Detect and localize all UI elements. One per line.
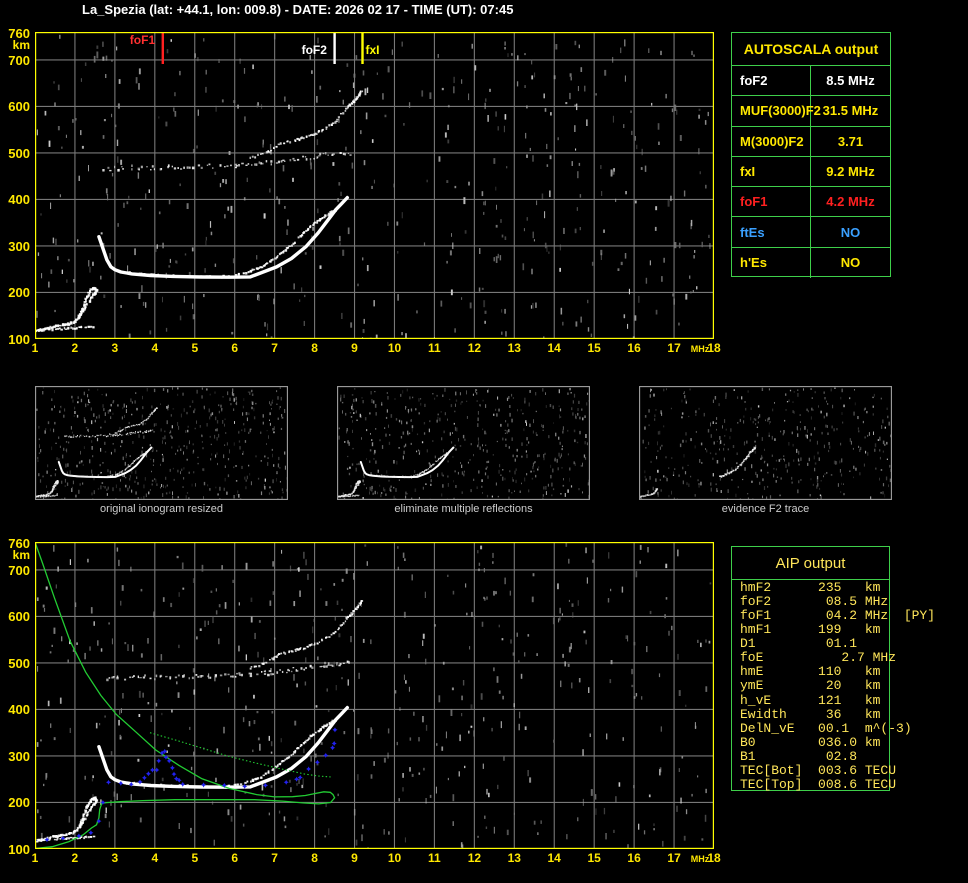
svg-text:foF1: foF1 (130, 33, 156, 47)
svg-text:foF2: foF2 (302, 43, 328, 57)
svg-text:fxI: fxI (366, 43, 380, 57)
